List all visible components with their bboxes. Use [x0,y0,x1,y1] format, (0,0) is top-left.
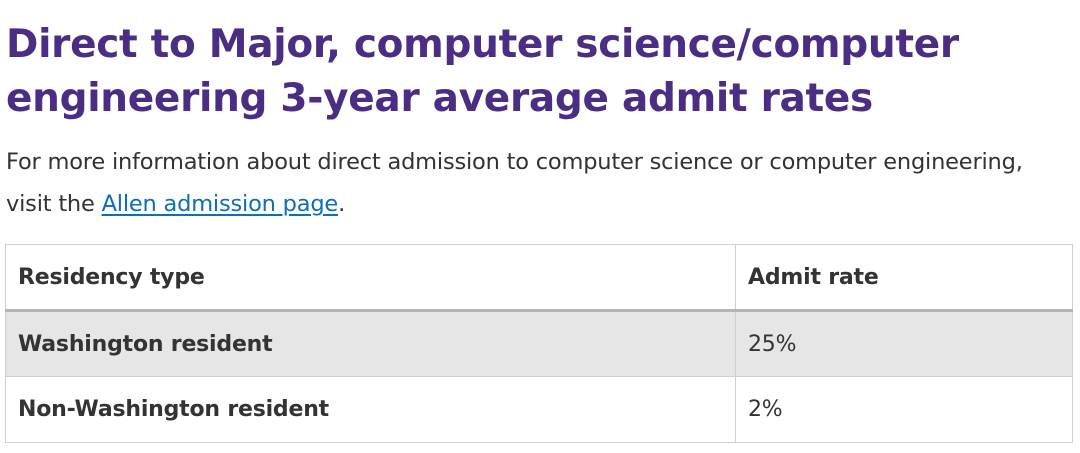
admit-rate-cell: 2% [735,376,1073,443]
intro-period: . [338,191,346,217]
admit-rate-cell: 25% [735,310,1073,377]
residency-cell: Non-Washington resident [5,376,736,443]
intro-paragraph: For more information about direct admiss… [6,141,1071,225]
intro-text: For more information about direct admiss… [6,149,1023,217]
table-row: Non-Washington resident 2% [5,376,1073,443]
column-header-residency-type: Residency type [5,244,736,312]
allen-admission-link[interactable]: Allen admission page [101,191,339,217]
admit-rates-table: Residency type Admit rate Washington res… [5,244,1073,443]
page-title: Direct to Major, computer science/comput… [6,22,959,121]
table-header-row: Residency type Admit rate [5,244,1073,312]
table-row: Washington resident 25% [5,310,1073,377]
residency-cell: Washington resident [5,310,736,377]
column-header-admit-rate: Admit rate [735,244,1073,312]
